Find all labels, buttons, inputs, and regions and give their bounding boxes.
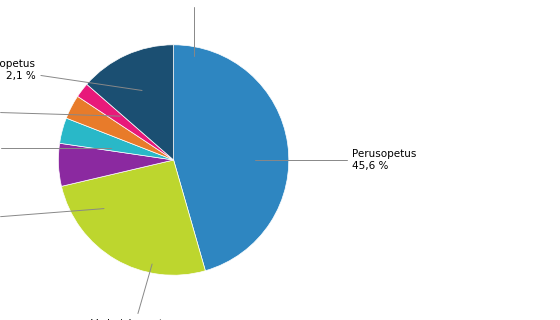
Text: Lukiokoulutus
6,0 %: Lukiokoulutus 6,0 % (0, 209, 104, 231)
Text: Kulttuuritoiminta
13,6 %: Kulttuuritoiminta 13,6 % (150, 0, 239, 56)
Text: Perusopetus
45,6 %: Perusopetus 45,6 % (255, 149, 417, 171)
Text: Esiopetus
3,4 %: Esiopetus 3,4 % (0, 101, 120, 123)
Wedge shape (58, 143, 174, 186)
Wedge shape (59, 118, 174, 160)
Wedge shape (174, 45, 289, 271)
Wedge shape (62, 160, 206, 275)
Wedge shape (78, 84, 174, 160)
Wedge shape (66, 96, 174, 160)
Wedge shape (87, 45, 174, 160)
Text: Varhaiskasvatus
25,8 %: Varhaiskasvatus 25,8 % (91, 264, 176, 320)
Text: Ammatillinen
koulutus
3,6 %: Ammatillinen koulutus 3,6 % (0, 132, 111, 165)
Text: Muu opetus
2,1 %: Muu opetus 2,1 % (0, 59, 142, 91)
